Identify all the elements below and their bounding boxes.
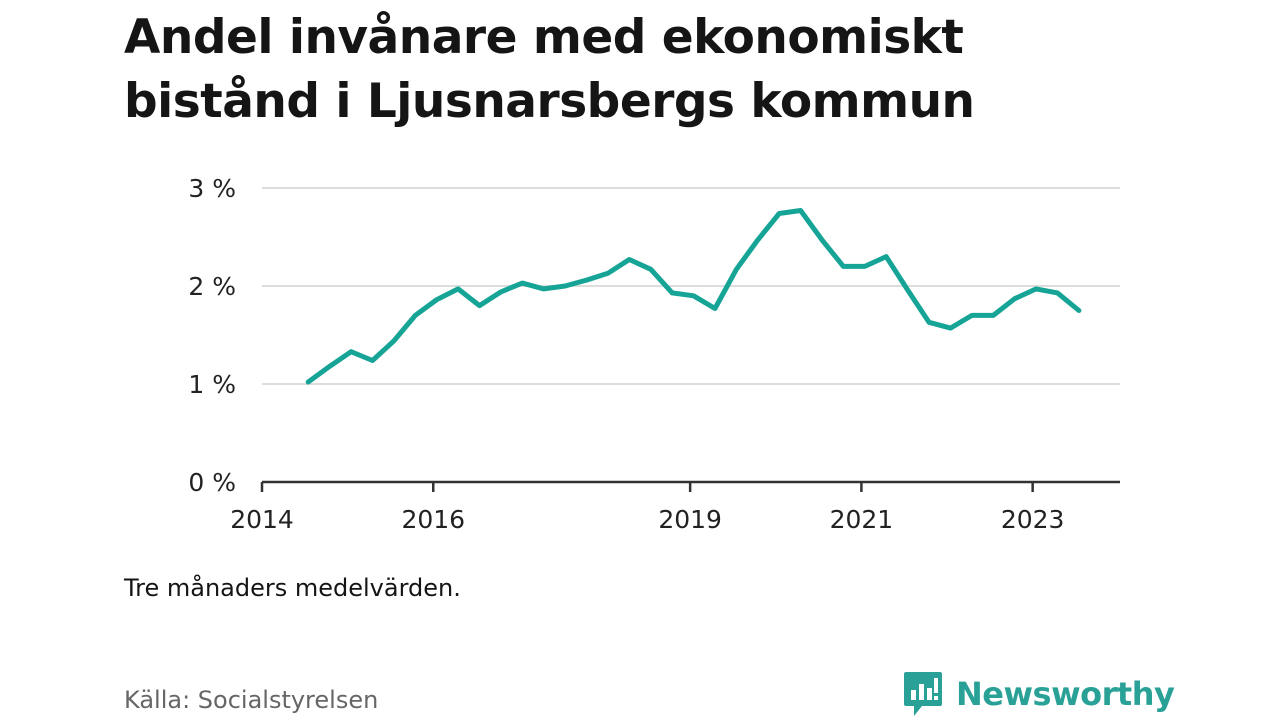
x-tick-labels: 2014 2016 2019 2021 2023 (230, 505, 1064, 534)
x-tick-label: 2019 (658, 505, 722, 534)
brand-logo: Newsworthy (902, 670, 1175, 718)
newsworthy-logo-icon (904, 672, 942, 716)
chart-note: Tre månaders medelvärden. (124, 574, 461, 602)
x-tick-label: 2016 (401, 505, 465, 534)
series-layer (305, 208, 1082, 385)
y-tick-label: 3 % (188, 174, 236, 203)
source-text: Källa: Socialstyrelsen (124, 686, 379, 714)
x-tick-label: 2014 (230, 505, 294, 534)
chart-title: Andel invånare med ekonomiskt bistånd i … (124, 10, 975, 129)
y-tick-label: 2 % (188, 272, 236, 301)
y-tick-label: 0 % (188, 468, 236, 497)
gridlines (262, 187, 1120, 385)
x-tick-label: 2023 (1001, 505, 1065, 534)
line-chart: 0 % 1 % 2 % 3 % 2014 2016 2019 2021 2023 (188, 174, 1120, 534)
y-tick-label: 1 % (188, 370, 236, 399)
x-axis (260, 480, 1120, 492)
x-tick-label: 2021 (830, 505, 894, 534)
brand-name: Newsworthy (956, 675, 1175, 713)
y-tick-labels: 0 % 1 % 2 % 3 % (188, 174, 236, 497)
series-line (305, 208, 1082, 385)
